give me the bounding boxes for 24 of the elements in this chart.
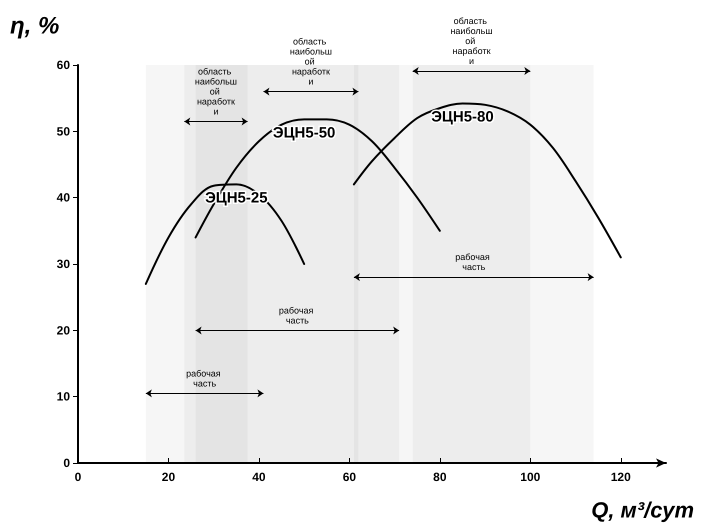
band-label: область наибольшой наработки <box>450 16 493 66</box>
y-tick-label: 20 <box>56 323 70 338</box>
x-axis-title: Q, м³/сут <box>591 498 694 522</box>
x-tick-label: 100 <box>520 470 541 484</box>
y-axis-title: η, % <box>10 12 60 40</box>
y-tick-label: 0 <box>63 456 70 470</box>
y-tick-label: 60 <box>56 58 70 72</box>
series-label: ЭЦН5-50 <box>272 124 336 142</box>
x-tick-label: 80 <box>433 470 447 484</box>
band-label: рабочая часть <box>278 305 316 326</box>
x-tick-label: 20 <box>162 470 176 484</box>
band-label: область наибольшой наработки <box>290 36 332 87</box>
band-label: область наибольшой наработки <box>194 66 238 117</box>
y-tick-label: 50 <box>56 124 70 138</box>
x-tick-label: 120 <box>610 470 632 484</box>
y-tick-label: 30 <box>56 257 70 271</box>
series-label: ЭЦН5-80 <box>431 108 494 126</box>
band-label: рабочая часть <box>455 252 492 272</box>
y-tick-label: 40 <box>56 190 70 205</box>
x-tick-label: 0 <box>74 470 82 484</box>
x-tick-label: 60 <box>342 470 356 484</box>
x-tick-label: 40 <box>252 470 266 484</box>
y-tick-label: 10 <box>56 390 70 404</box>
band-label: рабочая часть <box>186 368 224 388</box>
